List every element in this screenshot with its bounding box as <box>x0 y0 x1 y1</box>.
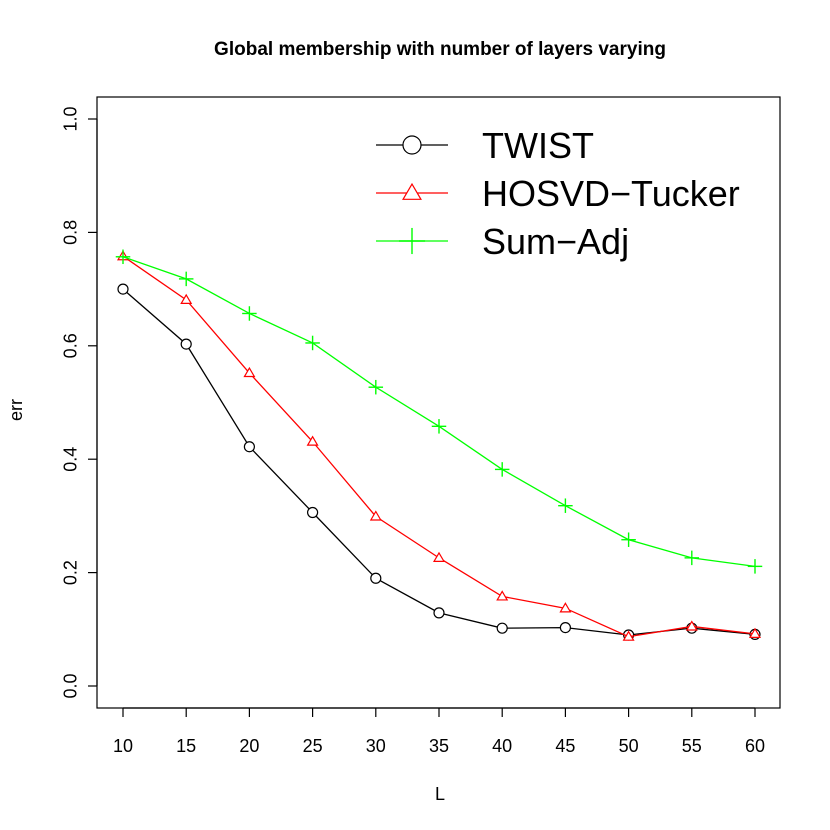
y-tick-label: 0.2 <box>60 560 80 585</box>
data-point-triangle <box>432 551 446 562</box>
x-tick-label: 10 <box>113 736 133 756</box>
series-2 <box>115 249 763 574</box>
x-tick-label: 55 <box>682 736 702 756</box>
series-1 <box>116 250 762 641</box>
series-layer <box>115 249 763 641</box>
chart-title: Global membership with number of layers … <box>214 39 666 60</box>
y-tick-label: 0.8 <box>60 220 80 245</box>
y-tick-label: 0.6 <box>60 333 80 358</box>
data-point-triangle <box>496 590 509 601</box>
data-point-triangle <box>180 293 193 304</box>
data-point-triangle <box>306 435 319 446</box>
data-point-triangle <box>622 630 635 641</box>
y-tick-label: 1.0 <box>60 106 80 131</box>
data-point-plus <box>305 335 320 351</box>
x-tick-label: 15 <box>176 736 196 756</box>
data-point-circle <box>559 621 572 634</box>
data-point-triangle <box>243 366 256 378</box>
x-tick-label: 60 <box>745 736 765 756</box>
data-point-circle <box>402 135 422 155</box>
data-point-plus <box>558 498 573 513</box>
data-point-circle <box>307 506 319 519</box>
series-0 <box>117 283 761 641</box>
y-tick-label: 0.4 <box>60 447 80 472</box>
data-point-triangle <box>369 510 382 521</box>
legend-label: HOSVD−Tucker <box>482 173 740 214</box>
data-point-plus <box>178 271 194 287</box>
x-tick-label: 40 <box>492 736 512 756</box>
series-line <box>122 256 756 568</box>
data-point-plus <box>115 249 131 265</box>
y-tick-label: 0.0 <box>60 673 80 698</box>
x-tick-label: 35 <box>429 736 449 756</box>
x-tick-label: 50 <box>619 736 639 756</box>
x-tick-label: 30 <box>366 736 386 756</box>
data-point-circle <box>370 572 382 584</box>
data-point-plus <box>684 550 700 566</box>
data-point-plus <box>747 559 763 574</box>
data-point-plus <box>242 306 257 321</box>
series-line <box>122 255 756 638</box>
series-line <box>122 288 756 636</box>
y-axis: 0.0 0.2 0.4 0.6 0.8 1.0 <box>60 106 98 699</box>
data-point-circle <box>243 441 255 453</box>
data-point-triangle <box>748 627 762 638</box>
data-point-plus <box>398 227 426 255</box>
x-tick-label: 25 <box>303 736 323 756</box>
data-point-triangle <box>685 620 698 631</box>
data-point-plus <box>494 462 510 477</box>
legend-label: Sum−Adj <box>482 221 629 262</box>
data-point-circle <box>496 622 508 634</box>
data-point-plus <box>368 379 384 395</box>
data-point-circle <box>433 607 445 619</box>
x-axis-label: L <box>435 784 445 804</box>
x-tick-label: 45 <box>555 736 575 756</box>
data-point-circle <box>117 283 129 295</box>
data-point-plus <box>431 419 447 434</box>
legend-label: TWIST <box>482 125 594 166</box>
data-point-circle <box>180 338 192 350</box>
legend: TWIST HOSVD−Tucker Sum−Adj <box>376 125 740 262</box>
data-point-plus <box>621 532 636 547</box>
x-axis: 10 15 20 25 30 35 40 45 50 55 60 <box>113 707 765 756</box>
x-tick-label: 20 <box>239 736 259 756</box>
y-axis-label: err <box>6 399 26 421</box>
data-point-triangle <box>402 182 422 200</box>
data-point-triangle <box>559 602 572 613</box>
